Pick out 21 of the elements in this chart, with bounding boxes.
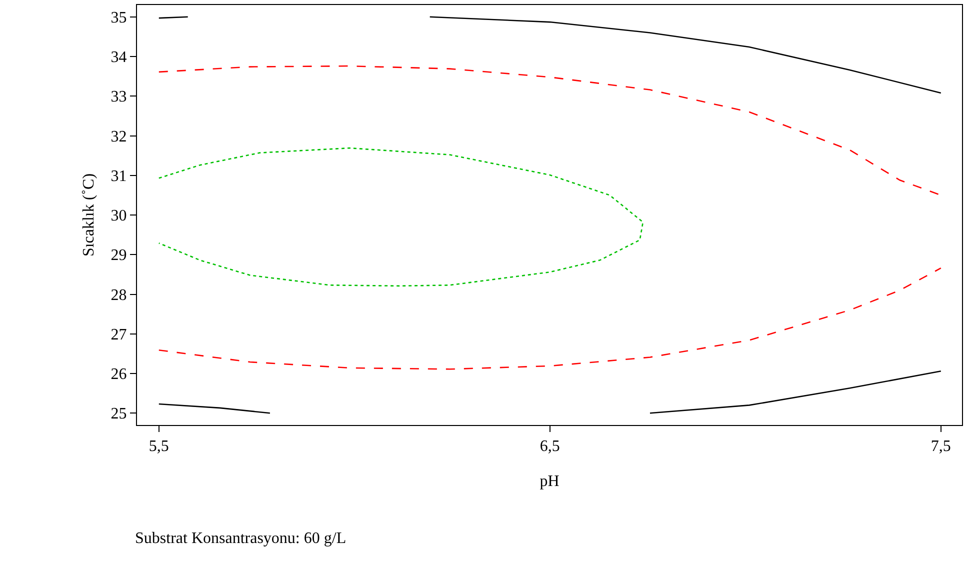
y-tick-label: 35	[110, 9, 127, 26]
y-tick-label: 30	[110, 208, 127, 225]
x-tick-label: 6,5	[540, 438, 560, 456]
line-series	[649, 370, 942, 414]
line-series	[158, 147, 644, 287]
y-tick-label: 33	[110, 88, 127, 106]
line-series	[429, 16, 942, 94]
y-tick-label: 29	[110, 247, 127, 264]
x-axis-title: pH	[540, 472, 560, 490]
y-tick-label: 34	[110, 49, 127, 66]
y-tick-label: 27	[110, 326, 127, 344]
y-tick-label: 26	[110, 366, 127, 384]
y-tick-label: 31	[110, 168, 127, 185]
y-tick-label: 25	[110, 406, 127, 423]
y-axis-title: Sıcaklık (˚C)	[80, 173, 98, 257]
line-series	[158, 267, 942, 370]
y-tick-label: 28	[110, 286, 127, 304]
y-tick-label: 32	[110, 128, 127, 146]
x-tick-label: 5,5	[148, 438, 169, 456]
text: Substrat Konsantrasyonu: 60 g/L	[135, 530, 346, 547]
x-tick-label: 7,5	[930, 438, 951, 456]
